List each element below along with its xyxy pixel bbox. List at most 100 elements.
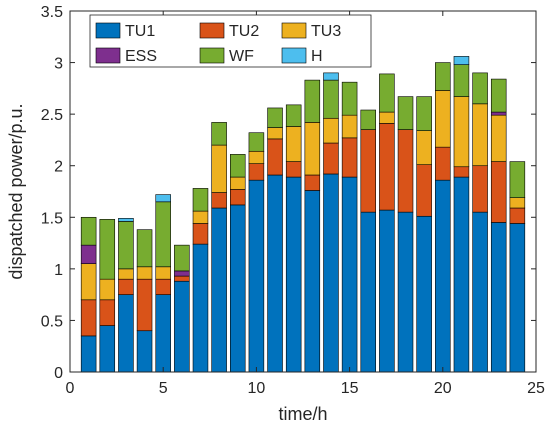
bar-segment-tu3-h13 <box>304 122 321 176</box>
y-tick-label: 0.5 <box>41 313 63 330</box>
bar-segment-tu2-h3 <box>118 278 134 295</box>
bar-segment-tu2-h13 <box>304 174 321 191</box>
bar-segment-wf-h2 <box>99 219 116 280</box>
bar-segment-tu1-h12 <box>285 176 302 373</box>
bar-segment-tu1-h3 <box>118 294 134 373</box>
bar-segment-tu2-h21 <box>453 166 470 178</box>
bar-segment-wf-h10 <box>248 132 265 152</box>
bar-segment-tu1-h15 <box>341 176 358 373</box>
bar-segment-tu2-h19 <box>416 164 432 217</box>
legend-label-h: H <box>311 48 323 65</box>
bar-segment-ess-h6 <box>174 270 190 277</box>
bar-segment-tu3-h12 <box>285 126 302 162</box>
bar-segment-tu3-h3 <box>118 268 134 280</box>
bar-segment-tu2-h9 <box>230 189 246 206</box>
bar-segment-tu3-h24 <box>509 197 526 209</box>
bar-segment-wf-h15 <box>341 81 358 116</box>
bar-segment-tu1-h8 <box>211 207 227 373</box>
legend-label-tu3: TU3 <box>311 23 341 40</box>
legend-swatch-tu2 <box>199 22 225 39</box>
bar-segment-tu3-h7 <box>192 210 209 224</box>
bar-segment-tu2-h7 <box>192 223 209 245</box>
bar-segment-tu3-h8 <box>211 144 227 193</box>
bar-segment-tu2-h15 <box>341 137 358 178</box>
bar-segment-tu2-h24 <box>509 207 526 224</box>
bar-segment-wf-h23 <box>490 78 507 113</box>
y-tick-label: 2 <box>54 159 63 176</box>
bar-segment-wf-h4 <box>136 229 153 268</box>
bar-segment-tu2-h5 <box>155 278 171 295</box>
legend-label-wf: WF <box>229 48 254 65</box>
bar-segment-wf-h12 <box>285 104 302 127</box>
bar-segment-tu2-h4 <box>136 278 153 332</box>
bar-segment-tu1-h14 <box>323 173 339 373</box>
bar-segment-tu1-h2 <box>99 325 116 373</box>
bar-segment-wf-h8 <box>211 122 227 146</box>
bar-segment-tu2-h10 <box>248 163 265 181</box>
bar-segment-tu1-h19 <box>416 215 432 373</box>
bar-segment-tu2-h12 <box>285 161 302 178</box>
bar-segment-tu2-h17 <box>379 123 395 211</box>
x-tick-label: 25 <box>527 380 545 397</box>
bar-segment-tu3-h21 <box>453 96 470 168</box>
legend-label-tu2: TU2 <box>229 23 259 40</box>
y-tick-label: 0 <box>54 365 63 382</box>
y-tick-label: 3.5 <box>41 4 63 21</box>
bar-segment-tu2-h11 <box>267 138 283 176</box>
bar-segment-tu3-h15 <box>341 114 358 139</box>
bar-segment-tu1-h13 <box>304 190 321 373</box>
bar-segment-tu2-h2 <box>99 299 116 326</box>
bar-segment-tu2-h22 <box>472 165 488 213</box>
x-axis-label: time/h <box>278 404 327 424</box>
bar-segment-h-h5 <box>155 194 171 203</box>
bar-segment-tu1-h20 <box>435 179 451 373</box>
y-tick-label: 1.5 <box>41 210 63 227</box>
bar-segment-tu3-h19 <box>416 130 432 165</box>
bar-segment-wf-h16 <box>360 109 376 130</box>
bar-segment-tu3-h23 <box>490 114 507 162</box>
bar-segment-tu3-h14 <box>323 117 339 144</box>
bar-segment-tu3-h9 <box>230 176 246 190</box>
x-tick-label: 0 <box>66 380 75 397</box>
bar-segment-wf-h22 <box>472 72 488 105</box>
legend-box <box>89 14 372 68</box>
bar-segment-h-h14 <box>323 72 339 81</box>
bar-segment-tu1-h10 <box>248 179 265 373</box>
bar-segment-tu3-h20 <box>435 90 451 148</box>
bar-segment-tu2-h1 <box>80 299 97 337</box>
x-tick-label: 5 <box>159 380 168 397</box>
bar-segment-tu1-h7 <box>192 243 209 373</box>
bar-segment-wf-h24 <box>509 161 526 198</box>
plot-frame <box>69 10 537 373</box>
bar-segment-tu2-h18 <box>397 129 414 213</box>
bar-segment-wf-h5 <box>155 201 171 268</box>
bar-segment-tu2-h23 <box>490 161 507 223</box>
bar-segment-tu3-h22 <box>472 103 488 167</box>
x-tick-label: 15 <box>341 380 359 397</box>
legend: TU1 TU2 TU3 ESS WF H <box>89 14 372 68</box>
bar-segment-tu3-h1 <box>80 263 97 301</box>
ticks-layer: 0 5 10 15 20 25 0 0.5 1 1.5 2 2.5 3 3.5 <box>41 4 545 397</box>
bar-segment-wf-h21 <box>453 64 470 97</box>
bar-segment-tu1-h5 <box>155 294 171 373</box>
bar-segment-wf-h14 <box>323 79 339 119</box>
bar-segment-tu1-h16 <box>360 211 376 373</box>
bar-segment-tu2-h6 <box>174 275 190 282</box>
bar-segment-wf-h3 <box>118 221 134 270</box>
bar-segment-wf-h19 <box>416 96 432 131</box>
bar-segment-h-h3 <box>118 218 134 222</box>
bar-segment-tu2-h14 <box>323 142 339 175</box>
legend-swatch-tu1 <box>95 22 121 39</box>
bar-segment-tu3-h10 <box>248 150 265 164</box>
bar-segment-tu1-h9 <box>230 204 246 373</box>
bar-segment-tu1-h24 <box>509 223 526 373</box>
legend-label-ess: ESS <box>125 48 157 65</box>
bar-segment-wf-h6 <box>174 244 190 272</box>
bar-segment-wf-h18 <box>397 96 414 130</box>
bar-segment-tu1-h21 <box>453 176 470 373</box>
bar-segment-tu1-h23 <box>490 222 507 373</box>
legend-swatch-tu3 <box>281 22 307 39</box>
x-tick-label: 20 <box>434 380 452 397</box>
bar-segment-tu1-h22 <box>472 211 488 373</box>
